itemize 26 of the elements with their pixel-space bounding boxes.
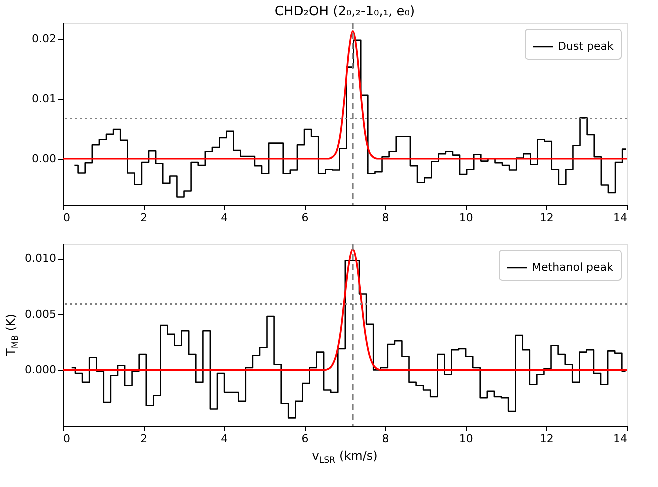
x-tick-label: 4 xyxy=(221,432,228,446)
chart-title: CHD₂OH (2₀,₂-1₀,₁, e₀) xyxy=(274,4,416,20)
x-tick-label: 12 xyxy=(540,432,554,446)
legend-label: Methanol peak xyxy=(532,261,614,274)
y-tick-label: 0.005 xyxy=(25,308,56,321)
x-tick-label: 2 xyxy=(140,212,148,224)
y-tick-label: 0.01 xyxy=(32,92,56,106)
x-tick-label: 2 xyxy=(140,432,148,446)
y-tick-label: 0.010 xyxy=(25,252,56,266)
y-tick-label: 0.02 xyxy=(32,32,56,46)
x-tick-label: 6 xyxy=(302,432,309,446)
x-tick-label: 12 xyxy=(540,212,554,224)
x-tick-label: 6 xyxy=(302,212,309,224)
x-tick-label: 14 xyxy=(614,212,628,224)
y-tick-label: 0.00 xyxy=(32,152,56,166)
legend-label: Dust peak xyxy=(558,40,614,53)
x-tick-label: 10 xyxy=(459,432,474,446)
x-tick-label: 14 xyxy=(614,432,628,446)
x-tick-label: 0 xyxy=(64,212,70,224)
y-tick-label: 0.000 xyxy=(25,364,56,377)
x-tick-label: 10 xyxy=(459,212,474,224)
x-tick-label: 0 xyxy=(64,432,70,446)
x-tick-label: 4 xyxy=(221,212,228,224)
x-tick-label: 8 xyxy=(382,432,390,446)
x-tick-label: 8 xyxy=(382,212,390,224)
y-axis-title: TMB (K) xyxy=(4,314,21,358)
